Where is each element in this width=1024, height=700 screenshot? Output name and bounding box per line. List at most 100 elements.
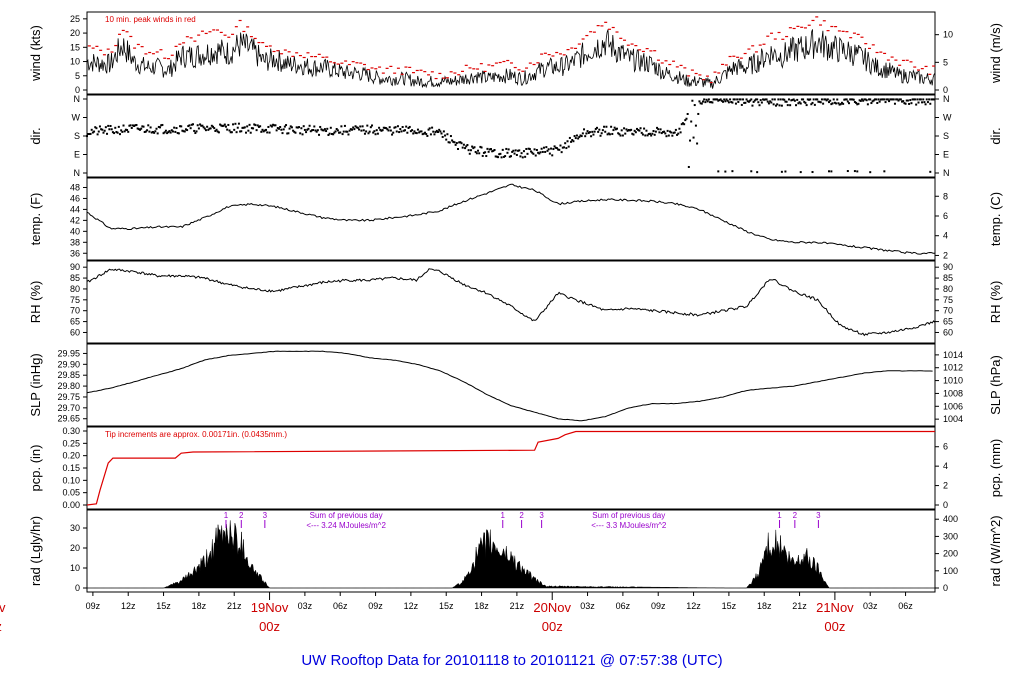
y-tick-label-right: 0 bbox=[943, 85, 948, 95]
direction-point bbox=[831, 102, 834, 105]
direction-point bbox=[541, 150, 544, 153]
direction-point bbox=[919, 98, 922, 101]
direction-point bbox=[117, 125, 120, 128]
x-tick-label: 18z bbox=[474, 601, 489, 611]
direction-point bbox=[467, 149, 470, 152]
direction-point bbox=[333, 131, 336, 134]
direction-point bbox=[327, 134, 330, 137]
direction-point bbox=[869, 98, 872, 101]
direction-point bbox=[597, 130, 600, 133]
direction-point bbox=[480, 146, 483, 149]
direction-point bbox=[186, 129, 189, 132]
y-axis-label-right-dir: dir. bbox=[988, 127, 1003, 144]
direction-point bbox=[757, 101, 760, 104]
direction-point bbox=[181, 129, 184, 132]
y-tick-label: 10 bbox=[70, 57, 80, 67]
direction-point bbox=[584, 135, 587, 138]
direction-point bbox=[183, 130, 186, 133]
direction-point bbox=[460, 142, 463, 145]
direction-point bbox=[233, 128, 236, 131]
direction-point bbox=[706, 100, 709, 103]
x-tick-label: 06z bbox=[616, 601, 631, 611]
direction-point bbox=[114, 126, 117, 129]
direction-point bbox=[611, 132, 614, 135]
panel-frame-wind bbox=[86, 11, 936, 95]
y-tick-label: 5 bbox=[75, 71, 80, 81]
x-tick-label: 03z bbox=[298, 601, 313, 611]
x-day-label: 00z bbox=[542, 619, 563, 634]
direction-point bbox=[561, 146, 564, 149]
direction-point bbox=[202, 126, 205, 129]
direction-point bbox=[275, 129, 278, 132]
direction-point bbox=[633, 129, 636, 132]
direction-point bbox=[707, 98, 710, 101]
direction-point bbox=[612, 129, 615, 132]
direction-point bbox=[93, 130, 96, 133]
direction-point bbox=[387, 129, 390, 132]
direction-point bbox=[539, 151, 542, 154]
direction-point bbox=[455, 142, 458, 145]
direction-point bbox=[830, 170, 833, 173]
direction-point bbox=[681, 122, 684, 125]
direction-point bbox=[623, 127, 626, 130]
y-tick-label: 29.85 bbox=[57, 370, 80, 380]
direction-point bbox=[760, 101, 763, 104]
direction-point bbox=[216, 130, 219, 133]
direction-point bbox=[439, 130, 442, 133]
direction-point bbox=[866, 103, 869, 106]
direction-point bbox=[661, 131, 664, 134]
y-tick-label: 0 bbox=[75, 583, 80, 593]
x-tick-label: 06z bbox=[898, 601, 913, 611]
direction-point bbox=[491, 150, 494, 153]
y-tick-label: N bbox=[74, 168, 81, 178]
direction-point bbox=[488, 148, 491, 151]
direction-point bbox=[280, 128, 283, 131]
y-tick-label-right: S bbox=[943, 131, 949, 141]
direction-point bbox=[727, 101, 730, 104]
direction-point bbox=[698, 100, 701, 103]
direction-point bbox=[683, 123, 686, 126]
direction-point bbox=[303, 128, 306, 131]
direction-point bbox=[743, 101, 746, 104]
direction-point bbox=[731, 101, 734, 104]
direction-point bbox=[471, 145, 474, 148]
direction-point bbox=[830, 103, 833, 106]
direction-point bbox=[765, 98, 768, 101]
direction-point bbox=[856, 170, 859, 173]
direction-point bbox=[176, 132, 179, 135]
direction-point bbox=[807, 98, 810, 101]
direction-point bbox=[269, 124, 272, 127]
direction-point bbox=[365, 130, 368, 133]
direction-point bbox=[843, 98, 846, 101]
direction-point bbox=[546, 149, 549, 152]
direction-point bbox=[161, 123, 164, 126]
direction-point bbox=[865, 99, 868, 102]
direction-point bbox=[168, 130, 171, 133]
direction-point bbox=[902, 100, 905, 103]
direction-point bbox=[793, 99, 796, 102]
x-day-label: 21Nov bbox=[816, 600, 854, 615]
x-tick-label: 09z bbox=[368, 601, 383, 611]
direction-point bbox=[351, 128, 353, 131]
y-tick-label-right: N bbox=[943, 168, 950, 178]
direction-point bbox=[464, 147, 467, 150]
direction-point bbox=[787, 98, 790, 101]
direction-point bbox=[507, 148, 510, 151]
direction-point bbox=[221, 125, 224, 128]
direction-point bbox=[845, 98, 848, 101]
direction-point bbox=[453, 141, 456, 144]
x-tick-label: 21z bbox=[510, 601, 525, 611]
wind-annotation: 10 min. peak winds in red bbox=[105, 15, 196, 24]
direction-point bbox=[806, 98, 809, 101]
direction-point bbox=[204, 129, 207, 132]
y-axis-label-right-pcp: pcp. (mm) bbox=[988, 439, 1003, 498]
direction-point bbox=[797, 102, 800, 105]
direction-point bbox=[752, 100, 755, 103]
direction-point bbox=[478, 152, 481, 155]
direction-point bbox=[272, 123, 275, 126]
direction-point bbox=[717, 170, 720, 173]
direction-point bbox=[772, 103, 775, 106]
direction-point bbox=[699, 102, 702, 105]
solar-time-mark: 1 bbox=[224, 511, 229, 520]
direction-point bbox=[822, 102, 825, 105]
